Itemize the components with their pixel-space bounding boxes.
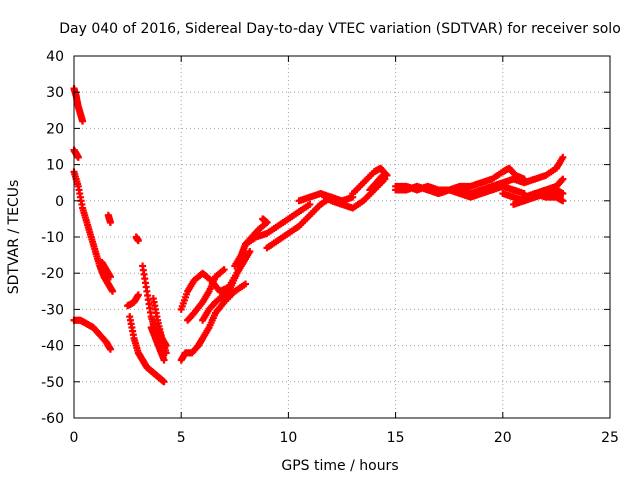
data-point xyxy=(160,378,168,386)
series-arc-w xyxy=(295,190,357,205)
y-tick-label: -50 xyxy=(41,375,64,391)
series-arc-s xyxy=(242,200,314,248)
tick-labels: 0 5 10 15 20 25 -60 -50 -40 -30 -20 -10 0 10 20 30 40 xyxy=(41,49,619,446)
series-arc-x xyxy=(349,164,391,198)
series-arc-y xyxy=(366,171,387,194)
x-tick-label: 5 xyxy=(177,430,186,446)
series-arc-d xyxy=(98,258,114,281)
data-point xyxy=(520,175,528,183)
data-point xyxy=(134,291,142,299)
data-point xyxy=(79,117,87,125)
series-arc-b xyxy=(70,146,82,161)
series-arc-k xyxy=(147,324,168,364)
series-arc-e xyxy=(104,211,114,227)
series-arc-p xyxy=(184,266,228,324)
series-arc-a xyxy=(70,85,87,125)
data-point xyxy=(242,280,250,288)
x-axis-title: GPS time / hours xyxy=(281,458,398,474)
series-arc-ab xyxy=(434,164,528,198)
x-tick-label: 10 xyxy=(279,430,297,446)
y-tick-label: -40 xyxy=(41,339,64,355)
y-tick-label: 40 xyxy=(46,49,64,65)
data-point xyxy=(306,200,314,208)
data-point xyxy=(246,247,254,255)
series-arc-aa xyxy=(392,182,528,201)
data-point xyxy=(220,266,228,274)
series-arc-n xyxy=(177,280,250,364)
grid-lines xyxy=(74,56,610,418)
data-point xyxy=(109,287,117,295)
data-point xyxy=(106,273,114,281)
series-arc-h xyxy=(132,233,142,245)
series-arc-f xyxy=(70,316,114,353)
y-tick-label: 30 xyxy=(46,85,64,101)
data-point xyxy=(559,153,567,161)
x-tick-label: 0 xyxy=(70,430,79,446)
y-tick-label: 0 xyxy=(55,194,64,210)
y-tick-label: -20 xyxy=(41,266,64,282)
data-points xyxy=(70,85,567,386)
series-arc-r xyxy=(231,219,271,270)
series-arc-g xyxy=(124,291,142,310)
y-tick-label: 10 xyxy=(46,158,64,174)
data-point xyxy=(559,197,567,205)
data-point xyxy=(559,175,567,183)
y-tick-label: -10 xyxy=(41,230,64,246)
data-point xyxy=(106,219,114,227)
chart-title: Day 040 of 2016, Sidereal Day-to-day VTE… xyxy=(59,21,621,37)
data-point xyxy=(134,237,142,245)
series-arc-i xyxy=(126,313,168,386)
series-arc-c xyxy=(70,168,117,295)
data-point xyxy=(162,349,170,357)
data-point xyxy=(379,171,387,179)
x-tick-label: 15 xyxy=(387,430,405,446)
y-tick-label: 20 xyxy=(46,121,64,137)
x-tick-label: 25 xyxy=(601,430,619,446)
data-point xyxy=(74,153,82,161)
series-arc-ae xyxy=(520,190,567,205)
data-point xyxy=(160,356,168,364)
series-arc-u xyxy=(263,193,335,252)
data-point xyxy=(263,219,271,227)
axis-ticks xyxy=(73,55,611,419)
y-tick-label: -30 xyxy=(41,302,64,318)
y-axis-title: SDTVAR / TECUs xyxy=(6,180,22,295)
x-tick-label: 20 xyxy=(494,430,512,446)
y-tick-label: -60 xyxy=(41,411,64,427)
data-point xyxy=(559,190,567,198)
data-point xyxy=(106,345,114,353)
series-arc-m xyxy=(149,295,170,357)
series-arc-t xyxy=(259,215,271,227)
series-arc-q xyxy=(199,247,254,324)
